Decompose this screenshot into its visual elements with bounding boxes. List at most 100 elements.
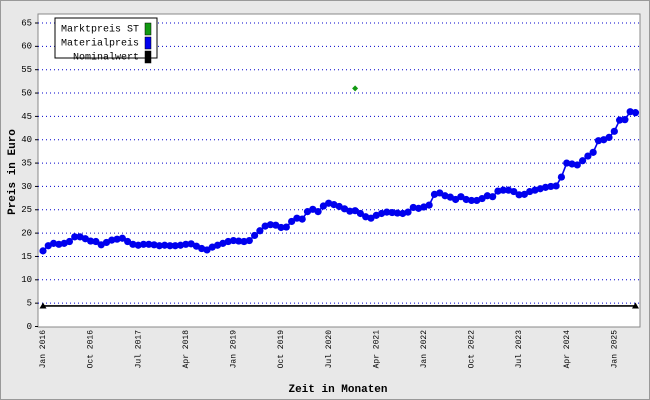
x-tick-label: Oct 2022 bbox=[468, 330, 477, 369]
point bbox=[351, 207, 359, 215]
point bbox=[367, 214, 375, 222]
point bbox=[393, 209, 402, 217]
x-tick-label: Jul 2020 bbox=[325, 330, 334, 369]
point bbox=[256, 227, 264, 235]
point bbox=[621, 116, 629, 124]
point bbox=[499, 186, 507, 194]
point bbox=[182, 240, 190, 248]
point bbox=[39, 302, 47, 309]
point bbox=[578, 157, 587, 165]
x-tick-label: Oct 2019 bbox=[277, 330, 286, 369]
point bbox=[616, 116, 624, 124]
y-tick-label: 45 bbox=[21, 112, 32, 122]
y-tick-label: 55 bbox=[21, 65, 32, 75]
legend-label: Marktpreis ST bbox=[61, 24, 139, 36]
point bbox=[87, 237, 95, 245]
point bbox=[589, 148, 597, 156]
legend-swatch bbox=[144, 36, 152, 50]
point bbox=[118, 234, 126, 242]
y-tick-label: 25 bbox=[21, 205, 32, 215]
point bbox=[552, 182, 560, 190]
point bbox=[404, 208, 412, 216]
point bbox=[245, 236, 253, 245]
point bbox=[457, 193, 465, 201]
x-tick-label: Apr 2021 bbox=[372, 330, 381, 369]
legend: Marktpreis ST Materialpreis Nominalwert bbox=[54, 17, 158, 64]
point bbox=[346, 207, 354, 215]
x-tick-label: Jan 2016 bbox=[39, 330, 48, 369]
point bbox=[314, 208, 322, 216]
point bbox=[145, 240, 153, 248]
x-tick-label: Oct 2016 bbox=[87, 330, 96, 369]
point bbox=[573, 161, 581, 169]
point bbox=[510, 187, 518, 196]
point bbox=[467, 196, 476, 205]
point bbox=[71, 233, 79, 241]
point bbox=[478, 194, 486, 203]
point bbox=[452, 195, 460, 204]
point bbox=[352, 85, 359, 92]
point bbox=[631, 302, 639, 309]
legend-swatch bbox=[144, 50, 152, 64]
point bbox=[39, 247, 47, 255]
x-tick-label: Jan 2019 bbox=[230, 330, 239, 369]
point bbox=[547, 182, 555, 191]
point bbox=[631, 109, 640, 117]
point bbox=[203, 246, 211, 254]
y-tick-label: 40 bbox=[21, 135, 32, 145]
x-tick-label: Jan 2022 bbox=[420, 330, 429, 369]
point bbox=[282, 223, 290, 231]
point bbox=[520, 190, 528, 198]
point bbox=[383, 208, 391, 216]
point bbox=[155, 242, 163, 250]
point bbox=[298, 215, 306, 223]
y-tick-label: 20 bbox=[21, 228, 32, 238]
point bbox=[356, 209, 364, 218]
y-tick-label: 50 bbox=[21, 88, 32, 98]
plot-area bbox=[37, 13, 641, 328]
x-tick-label: Jul 2017 bbox=[134, 330, 143, 369]
y-tick-label: 0 bbox=[27, 322, 32, 332]
point bbox=[610, 127, 618, 135]
y-tick-label: 10 bbox=[21, 275, 32, 285]
point bbox=[235, 237, 243, 245]
x-axis-label: Zeit in Monaten bbox=[288, 384, 387, 396]
x-tick-label: Apr 2018 bbox=[182, 330, 191, 369]
x-tick-label: Apr 2024 bbox=[563, 330, 572, 369]
x-tick-label: Jan 2025 bbox=[610, 330, 619, 369]
point bbox=[92, 237, 100, 246]
x-tick-label: Jul 2023 bbox=[515, 330, 524, 369]
point bbox=[124, 237, 132, 246]
point bbox=[388, 208, 396, 217]
point bbox=[65, 237, 74, 246]
legend-box bbox=[54, 17, 158, 59]
point bbox=[139, 240, 148, 248]
point bbox=[277, 223, 285, 232]
point bbox=[436, 189, 444, 197]
point bbox=[557, 173, 566, 181]
point bbox=[288, 217, 296, 226]
legend-label: Nominalwert bbox=[73, 52, 139, 64]
point bbox=[171, 242, 179, 250]
point bbox=[584, 152, 592, 160]
y-tick-label: 35 bbox=[21, 158, 32, 168]
legend-swatch bbox=[144, 22, 152, 36]
point bbox=[425, 201, 433, 209]
point bbox=[251, 231, 259, 240]
y-tick-label: 5 bbox=[27, 299, 32, 309]
point bbox=[161, 241, 169, 249]
point bbox=[515, 191, 523, 199]
y-tick-label: 60 bbox=[21, 42, 32, 52]
y-tick-label: 15 bbox=[21, 252, 32, 262]
point bbox=[166, 242, 174, 250]
point bbox=[319, 202, 327, 210]
point bbox=[266, 221, 275, 229]
legend-label: Materialpreis bbox=[61, 38, 139, 50]
y-tick-label: 30 bbox=[21, 182, 32, 192]
point bbox=[229, 236, 238, 245]
point bbox=[489, 193, 497, 201]
y-axis-label: Preis in Euro bbox=[7, 129, 19, 215]
point bbox=[605, 133, 613, 141]
y-tick-label: 65 bbox=[21, 18, 32, 28]
